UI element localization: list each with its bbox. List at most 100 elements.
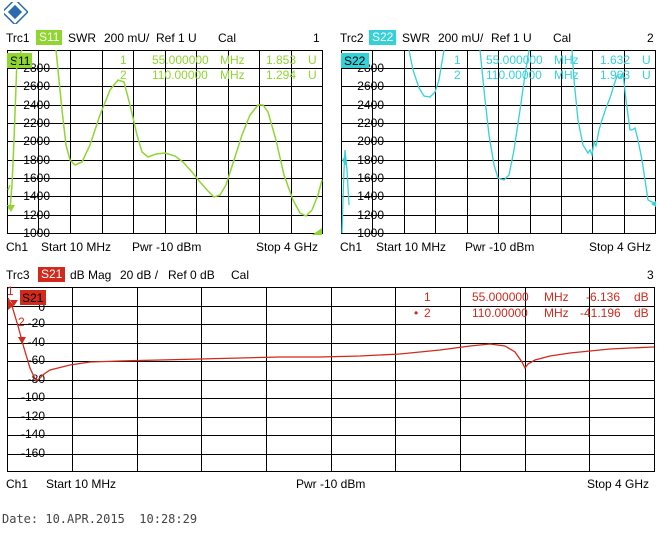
marker-frequency: 55.000000: [472, 290, 529, 304]
y-tick: 2000: [357, 134, 384, 148]
panel3-marker-table: 1 55.000000 MHz -6.136 dB • 2 110.00000 …: [410, 290, 655, 322]
panel3-scale[interactable]: 20 dB /: [120, 268, 159, 282]
panel2-y-ticks: 2800 2600 2400 2200 2000 1800 1600 1400 …: [357, 61, 384, 240]
panel1-trace-label: S11: [10, 54, 31, 68]
panel2-cal[interactable]: Cal: [553, 31, 572, 45]
panel2-power[interactable]: Pwr -10 dBm: [465, 240, 535, 254]
marker-row[interactable]: 1 55.000000 MHz 1.853 U: [116, 53, 321, 68]
panel2-start[interactable]: Start 10 MHz: [376, 240, 447, 254]
marker-value: 1.632: [600, 53, 631, 67]
marker-frequency: 55.000000: [152, 53, 209, 67]
marker-row[interactable]: 1 55.000000 MHz -6.136 dB: [410, 290, 655, 306]
panel1-trace[interactable]: Trc1: [6, 31, 30, 45]
marker-number: 2: [454, 68, 461, 82]
panel1-y-ticks: 2800 2600 2400 2200 2000 1800 1600 1400 …: [23, 61, 50, 240]
panel1-chart[interactable]: 2800 2600 2400 2200 2000 1800 1600 1400 …: [0, 50, 330, 240]
panel2-stop[interactable]: Stop 4 GHz: [589, 240, 652, 254]
panel3-s21-trace: [7, 297, 655, 383]
marker-row[interactable]: • 2 110.00000 MHz -41.196 dB: [410, 306, 655, 322]
panel1-scale[interactable]: 200 mU/: [104, 31, 150, 45]
panel2-start-marker: [342, 154, 346, 166]
panel2-trace[interactable]: Trc2: [340, 31, 364, 45]
marker-unit: MHz: [544, 306, 569, 320]
marker-number: 2: [424, 306, 431, 320]
panel2-chart[interactable]: 2800 2600 2400 2200 2000 1800 1600 1400 …: [334, 50, 660, 240]
marker-value: 1.294: [266, 68, 297, 82]
marker-number: 1: [424, 290, 431, 304]
marker-value-unit: U: [642, 68, 651, 82]
y-tick: 1200: [357, 208, 384, 222]
panel3-ref[interactable]: Ref 0 dB: [168, 268, 215, 282]
marker-unit: MHz: [220, 68, 245, 82]
panel1-param-badge[interactable]: S11: [36, 30, 63, 45]
panel1-start[interactable]: Start 10 MHz: [41, 240, 112, 254]
panel1-cal[interactable]: Cal: [218, 31, 237, 45]
marker-unit: MHz: [554, 53, 579, 67]
marker-value-unit: U: [308, 68, 317, 82]
panel2-window-number: 2: [647, 31, 654, 45]
panel3-trace-label-bg: [20, 290, 46, 305]
panel3-param-badge[interactable]: S21: [38, 267, 66, 282]
panel3-format[interactable]: dB Mag: [70, 268, 112, 282]
panel3-trace[interactable]: Trc3: [6, 268, 30, 282]
panel2-param-badge[interactable]: S22: [369, 30, 397, 45]
panel3-ref-marker: [8, 300, 14, 310]
panel1-stop[interactable]: Stop 4 GHz: [256, 240, 319, 254]
marker-row[interactable]: 2 110.00000 MHz 1.294 U: [116, 68, 321, 83]
panel3-stop[interactable]: Stop 4 GHz: [587, 477, 650, 491]
panel3-power[interactable]: Pwr -10 dBm: [296, 477, 366, 491]
marker-frequency: 110.00000: [472, 306, 528, 320]
y-tick: 2000: [23, 134, 50, 148]
marker-row[interactable]: 1 55.000000 MHz 1.632 U: [450, 53, 655, 68]
panel1-trace-label-bg: [7, 53, 32, 68]
panel3-marker-1: [10, 300, 18, 306]
panel3-y-ticks: 0 -20 -40 -60 -80 -100 -120 -140 -160: [21, 300, 45, 460]
y-tick: 1800: [357, 153, 384, 167]
y-tick: 1200: [23, 208, 50, 222]
marker-row[interactable]: 2 110.00000 MHz 1.963 U: [450, 68, 655, 83]
marker-value: -6.136: [586, 290, 621, 304]
panel2-scale[interactable]: 200 mU/: [438, 31, 484, 45]
marker-unit: MHz: [544, 290, 569, 304]
panel3-trace-label: S21: [22, 291, 44, 305]
y-tick: -20: [28, 316, 46, 330]
panel2-channel[interactable]: Ch1: [340, 240, 363, 254]
panel3-chart[interactable]: 0 -20 -40 -60 -80 -100 -120 -140 -160 S2…: [0, 286, 660, 476]
marker-value-unit: U: [642, 53, 651, 67]
panel1-grid: [7, 50, 323, 234]
marker-unit: MHz: [554, 68, 579, 82]
marker-value: -41.196: [580, 306, 621, 320]
panel1-marker-table: 1 55.000000 MHz 1.853 U 2 110.00000 MHz …: [116, 53, 321, 83]
panel3-window-number: 3: [647, 268, 654, 282]
panel1-power[interactable]: Pwr -10 dBm: [132, 240, 202, 254]
panel1-ref[interactable]: Ref 1 U: [156, 31, 197, 45]
panel3-cal[interactable]: Cal: [231, 268, 250, 282]
y-tick: -80: [28, 372, 46, 386]
y-tick: 0: [38, 300, 45, 314]
y-tick: 2400: [357, 98, 384, 112]
y-tick: -100: [21, 390, 45, 404]
panel3-channel[interactable]: Ch1: [6, 477, 29, 491]
y-tick: 1600: [23, 171, 50, 185]
y-tick: 2200: [357, 116, 384, 130]
marker-number: 2: [120, 68, 127, 82]
marker-value-unit: U: [308, 53, 317, 67]
y-tick: 2600: [23, 79, 50, 93]
marker-number: 1: [120, 53, 127, 67]
panel2-trace-label-bg: [341, 53, 369, 68]
panel1-channel[interactable]: Ch1: [6, 240, 29, 254]
rohde-schwarz-logo: [1, 0, 29, 26]
marker-prefix: •: [414, 306, 419, 320]
panel3-start[interactable]: Start 10 MHz: [46, 477, 117, 491]
panel2-ref[interactable]: Ref 1 U: [491, 31, 532, 45]
panel1-stop-marker: [312, 228, 322, 235]
panel2-marker-table: 1 55.000000 MHz 1.632 U 2 110.00000 MHz …: [450, 53, 655, 83]
marker-value-unit: dB: [634, 290, 649, 304]
logo-icon: [1, 0, 29, 26]
panel2-format[interactable]: SWR: [402, 31, 430, 45]
y-tick: -40: [28, 335, 46, 349]
panel3-marker-2-label: 2: [18, 315, 25, 329]
marker-value: 1.963: [600, 68, 631, 82]
panel1-format[interactable]: SWR: [68, 31, 96, 45]
panel3-marker-1-label: 1: [7, 286, 14, 298]
